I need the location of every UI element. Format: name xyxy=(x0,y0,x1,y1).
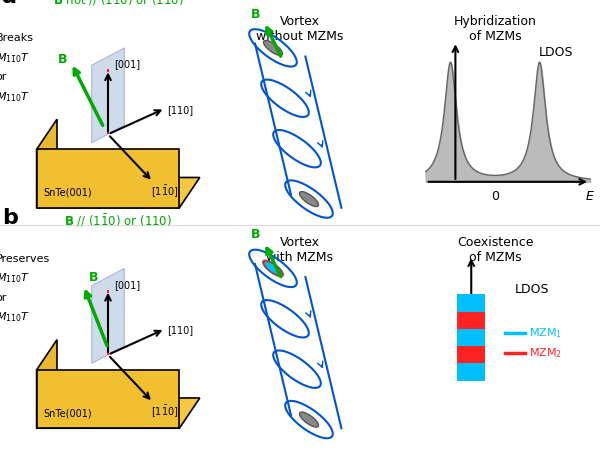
Text: Breaks: Breaks xyxy=(0,33,34,43)
Ellipse shape xyxy=(266,263,280,274)
Text: MZM$_1$: MZM$_1$ xyxy=(529,326,562,340)
Text: LDOS: LDOS xyxy=(539,46,573,58)
Polygon shape xyxy=(37,370,179,428)
Text: [001]: [001] xyxy=(114,280,140,290)
Text: MZM$_2$: MZM$_2$ xyxy=(529,346,562,360)
Ellipse shape xyxy=(262,260,284,277)
Bar xyxy=(457,311,485,329)
Bar xyxy=(457,329,485,346)
Text: a: a xyxy=(2,0,17,7)
Text: $[1\bar{1}0]$: $[1\bar{1}0]$ xyxy=(151,183,178,198)
Text: $\mathbf{B}$: $\mathbf{B}$ xyxy=(250,228,260,241)
Text: $E$: $E$ xyxy=(585,190,595,203)
Text: $[1\bar{1}0]$: $[1\bar{1}0]$ xyxy=(151,403,178,419)
Text: Vortex
without MZMs: Vortex without MZMs xyxy=(256,15,344,44)
Text: LDOS: LDOS xyxy=(515,284,550,297)
Text: 0: 0 xyxy=(491,190,499,203)
Polygon shape xyxy=(37,149,179,208)
Text: $\mathbf{B}$ not // $(1\bar{1}0)$ or $(110)$: $\mathbf{B}$ not // $(1\bar{1}0)$ or $(1… xyxy=(53,0,184,8)
Text: or: or xyxy=(0,72,7,82)
Polygon shape xyxy=(92,48,124,143)
Ellipse shape xyxy=(299,192,319,207)
Bar xyxy=(457,346,485,364)
Text: $M_{110}T$: $M_{110}T$ xyxy=(0,310,30,324)
Text: [110]: [110] xyxy=(167,105,193,115)
Ellipse shape xyxy=(299,412,319,427)
Polygon shape xyxy=(37,340,57,428)
Text: [001]: [001] xyxy=(114,59,140,69)
Bar xyxy=(457,364,485,381)
Text: SnTe(001): SnTe(001) xyxy=(43,408,92,418)
Text: SnTe(001): SnTe(001) xyxy=(43,188,92,198)
Text: $\mathbf{B}$: $\mathbf{B}$ xyxy=(88,271,98,284)
Text: Coexistence
of MZMs: Coexistence of MZMs xyxy=(457,236,533,264)
Text: [110]: [110] xyxy=(167,325,193,335)
Text: $\mathbf{B}$: $\mathbf{B}$ xyxy=(250,8,260,21)
Bar xyxy=(457,294,485,311)
Polygon shape xyxy=(37,177,200,208)
Ellipse shape xyxy=(263,40,283,55)
Polygon shape xyxy=(92,268,124,364)
Text: $\mathbf{B}$ // $(1\bar{1}0)$ or $(110)$: $\mathbf{B}$ // $(1\bar{1}0)$ or $(110)$ xyxy=(64,212,172,229)
Text: b: b xyxy=(2,208,18,228)
Ellipse shape xyxy=(263,261,283,276)
Text: Preserves: Preserves xyxy=(0,254,50,264)
Text: $M_{1\bar{1}0}T$: $M_{1\bar{1}0}T$ xyxy=(0,271,30,285)
Text: $M_{1\bar{1}0}T$: $M_{1\bar{1}0}T$ xyxy=(0,51,30,65)
Polygon shape xyxy=(37,398,200,428)
Text: or: or xyxy=(0,293,7,303)
Text: $\mathbf{B}$: $\mathbf{B}$ xyxy=(57,53,68,66)
Text: Hybridization
of MZMs: Hybridization of MZMs xyxy=(454,15,536,44)
Text: $M_{110}T$: $M_{110}T$ xyxy=(0,90,30,104)
Text: Vortex
with MZMs: Vortex with MZMs xyxy=(266,236,334,264)
Polygon shape xyxy=(37,119,57,208)
